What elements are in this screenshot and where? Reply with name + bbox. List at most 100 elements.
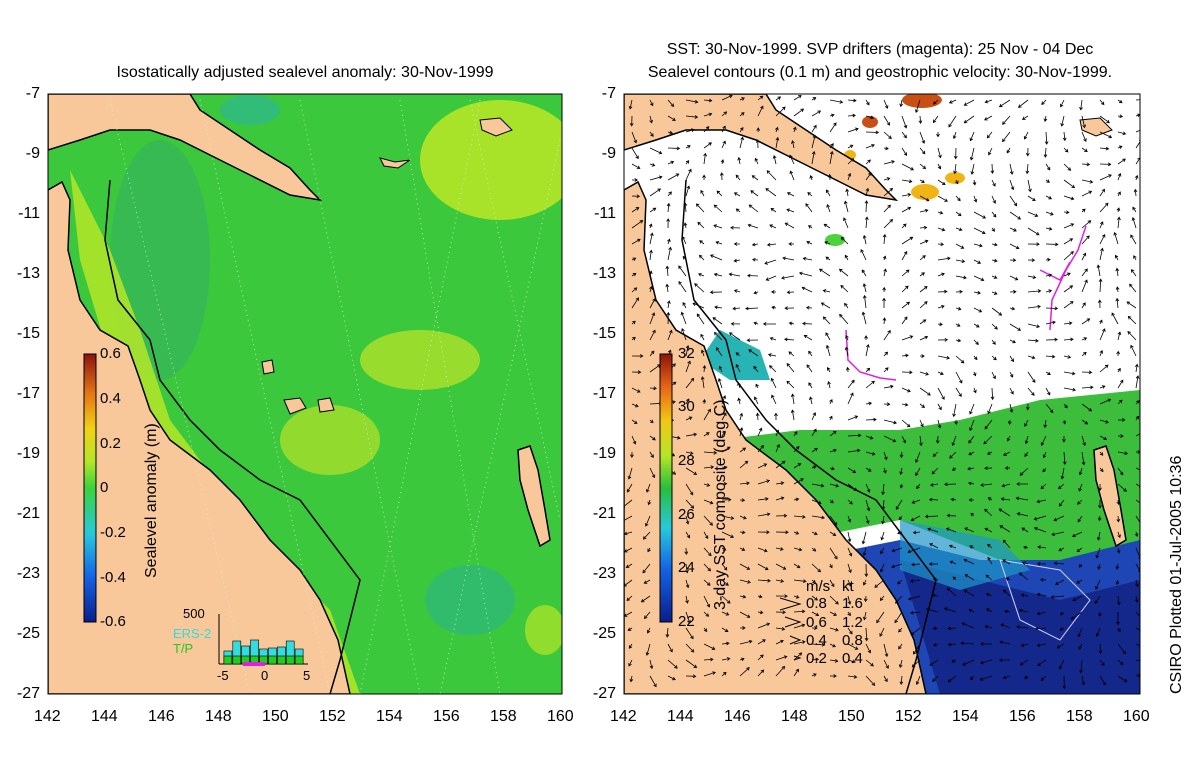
velocity-vector [1027, 323, 1041, 329]
velocity-vector [973, 355, 978, 361]
velocity-vector [703, 465, 715, 470]
velocity-vector [649, 386, 657, 391]
velocity-vector [1117, 483, 1127, 492]
velocity-vector [829, 643, 836, 648]
velocity-vector [901, 206, 912, 213]
velocity-vector [665, 627, 670, 638]
velocity-vector [919, 195, 930, 202]
velocity-vector [1099, 467, 1104, 473]
velocity-vector [733, 242, 741, 246]
velocity-vector [631, 403, 639, 408]
velocity-vector [703, 563, 711, 572]
velocity-vector [1096, 531, 1101, 541]
velocity-vector [1021, 561, 1029, 566]
velocity-vector [793, 668, 799, 677]
velocity-vector [685, 345, 690, 357]
lat-tick: -23 [592, 565, 616, 582]
velocity-vector [649, 99, 654, 107]
velocity-vector [811, 483, 825, 488]
velocity-vector [1043, 115, 1048, 123]
inset-date-marker [243, 662, 265, 666]
velocity-vector [649, 131, 654, 137]
velocity-vector [1116, 611, 1120, 626]
velocity-vector [735, 352, 741, 357]
velocity-vector [624, 547, 633, 553]
velocity-vector [847, 531, 852, 543]
sst-hot-patch [902, 94, 942, 108]
velocity-vector [666, 218, 671, 229]
velocity-vector [990, 163, 995, 175]
velocity-vector [847, 379, 855, 389]
velocity-vector [646, 483, 651, 493]
australia-coast [48, 180, 351, 694]
velocity-vector [1036, 643, 1047, 648]
anomaly-patch [360, 330, 480, 390]
velocity-vector [728, 272, 741, 277]
velocity-vector [933, 642, 939, 647]
velocity-vector [700, 376, 705, 389]
velocity-vector [753, 321, 759, 326]
velocity-vector [698, 273, 705, 277]
velocity-vector [1033, 515, 1047, 521]
velocity-vector [682, 255, 687, 261]
velocity-vector [1005, 577, 1011, 581]
velocity-vector [829, 99, 844, 104]
velocity-vector [715, 240, 723, 245]
velocity-vector [861, 531, 867, 545]
velocity-vector [829, 466, 835, 471]
velocity-vector [991, 339, 996, 345]
velocity-vector [665, 265, 670, 277]
velocity-vector [931, 467, 939, 475]
velocity-vector [747, 273, 759, 278]
velocity-vector [808, 350, 813, 357]
velocity-vector [1016, 512, 1029, 517]
velocity-vector [882, 255, 887, 261]
velocity-vector [827, 380, 831, 389]
velocity-vector [685, 531, 690, 539]
velocity-vector [954, 419, 958, 426]
velocity-vector [782, 256, 795, 261]
velocity-vector [1002, 539, 1011, 549]
velocity-vector [901, 131, 907, 139]
velocity-vector [775, 481, 785, 486]
velocity-vector [712, 317, 723, 325]
velocity-vector [912, 530, 921, 535]
lon-tick: 150 [262, 708, 289, 725]
velocity-vector [847, 659, 856, 664]
velocity-vector [811, 110, 822, 117]
velocity-vector [847, 448, 861, 453]
velocity-vector [721, 657, 731, 661]
velocity-vector [766, 170, 777, 181]
velocity-vector [1117, 643, 1126, 655]
lon-tick: 146 [148, 708, 175, 725]
velocity-vector [631, 220, 644, 229]
velocity-vector [901, 269, 910, 277]
velocity-vector [1117, 627, 1121, 633]
velocity-vector [793, 108, 805, 117]
velocity-vector [739, 547, 746, 551]
inset-xtick: 0 [261, 668, 269, 683]
velocity-vector [955, 195, 961, 202]
velocity-vector [1117, 434, 1124, 438]
velocity-vector [973, 307, 983, 313]
velocity-vector [730, 321, 741, 326]
velocity-vector [955, 306, 962, 311]
velocity-vector [1024, 419, 1029, 427]
lon-tick: 144 [667, 708, 694, 725]
velocity-vector [847, 127, 859, 133]
velocity-vector [685, 674, 697, 679]
velocity-vector [703, 483, 711, 487]
velocity-vector [918, 115, 923, 124]
velocity-vector [874, 579, 885, 588]
velocity-vector [1081, 131, 1087, 143]
velocity-vector [838, 268, 849, 277]
velocity-vector [735, 208, 741, 213]
velocity-vector [985, 574, 993, 581]
velocity-vector [1060, 115, 1065, 127]
velocity-vector [757, 594, 763, 599]
velocity-vector [919, 255, 926, 261]
velocity-vector [793, 445, 800, 453]
velocity-vector [685, 483, 694, 496]
velocity-vector [883, 218, 894, 229]
velocity-vector [793, 547, 803, 552]
